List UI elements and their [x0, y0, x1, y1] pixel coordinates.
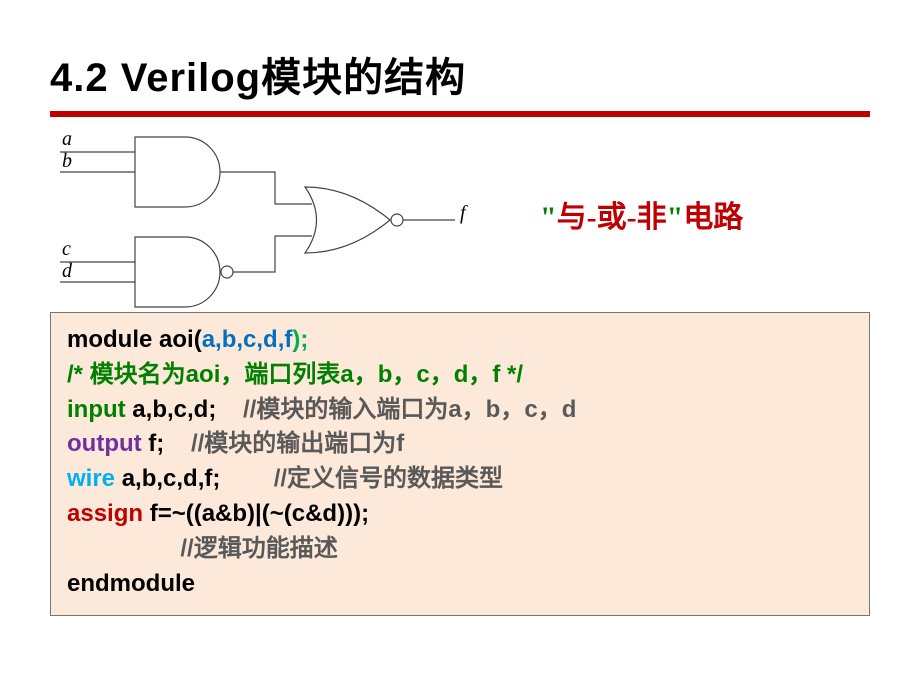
cmt-7: //逻辑功能描述 — [180, 535, 337, 562]
wire-list: a,b,c,d,f; — [115, 465, 274, 492]
cap-tail: 电路 — [683, 201, 743, 234]
title-text: 4.2 Verilog模块的结构 — [50, 56, 466, 100]
block-comment-open: /* — [67, 361, 90, 388]
title-underline — [50, 111, 870, 117]
input-ports: a,b,c,d; — [126, 396, 243, 423]
kw-wire: wire — [67, 465, 115, 492]
label-f: f — [460, 202, 466, 225]
code-box: module aoi(a,b,c,d,f); /* 模块名为aoi，端口列表a，… — [50, 312, 870, 616]
label-d: d — [62, 260, 72, 283]
block-comment-text: 模块名为aoi，端口列表a，b，c，d，f — [90, 361, 501, 388]
cmt-5: //定义信号的数据类型 — [274, 465, 503, 492]
module-name: aoi( — [152, 326, 201, 353]
slide-title: 4.2 Verilog模块的结构 — [50, 45, 870, 103]
code-line-3: input a,b,c,d; //模块的输入端口为a，b，c，d — [67, 393, 853, 428]
code-line-8: endmodule — [67, 567, 853, 602]
cap-and: 与 — [557, 201, 587, 234]
code-line-7: //逻辑功能描述 — [67, 532, 853, 567]
cmt-3: //模块的输入端口为a，b，c，d — [243, 396, 576, 423]
label-b: b — [62, 150, 72, 173]
cap-not: 非 — [637, 201, 667, 234]
cap-d2: - — [627, 201, 637, 234]
cap-d1: - — [587, 201, 597, 234]
code-line-1: module aoi(a,b,c,d,f); — [67, 323, 853, 358]
code-line-5: wire a,b,c,d,f; //定义信号的数据类型 — [67, 462, 853, 497]
circuit-diagram: a b c d f "与-或-非"电路 — [50, 122, 870, 312]
cap-q2: " — [667, 201, 684, 234]
output-ports: f; — [142, 430, 191, 457]
label-c: c — [62, 238, 71, 261]
cap-q1: " — [540, 201, 557, 234]
port-list: a,b,c,d,f — [202, 326, 293, 353]
kw-endmodule: endmodule — [67, 570, 195, 597]
code-line-4: output f; //模块的输出端口为f — [67, 427, 853, 462]
code-line-2: /* 模块名为aoi，端口列表a，b，c，d，f */ — [67, 358, 853, 393]
cap-or: 或 — [597, 201, 627, 234]
kw-input: input — [67, 396, 126, 423]
block-comment-close: */ — [500, 361, 523, 388]
kw-output: output — [67, 430, 142, 457]
circuit-svg — [50, 122, 510, 312]
kw-assign: assign — [67, 500, 143, 527]
code-line-6: assign f=~((a&b)|(~(c&d))); — [67, 497, 853, 532]
cmt-4: //模块的输出端口为f — [191, 430, 404, 457]
close-paren: ); — [292, 326, 308, 353]
kw-module: module — [67, 326, 152, 353]
assign-expr: f=~((a&b)|(~(c&d))); — [143, 500, 369, 527]
label-a: a — [62, 128, 72, 151]
indent-7 — [67, 535, 180, 562]
circuit-caption: "与-或-非"电路 — [540, 192, 743, 236]
